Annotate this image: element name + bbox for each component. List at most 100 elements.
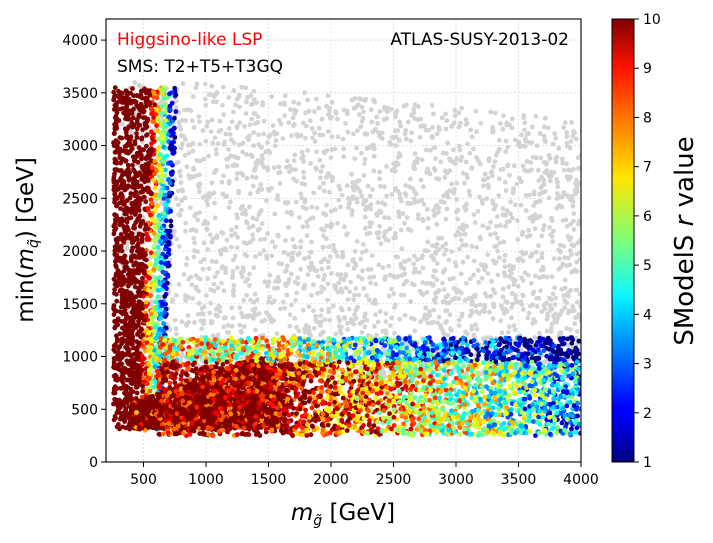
grey-point (449, 249, 454, 255)
grey-point (464, 280, 469, 286)
grey-point (538, 288, 543, 294)
grey-point (286, 120, 292, 126)
grey-point (438, 159, 444, 165)
grey-point (433, 290, 438, 296)
grey-point (310, 135, 315, 141)
grey-point (325, 171, 331, 177)
grey-point (317, 132, 323, 138)
data-point (132, 155, 138, 160)
grey-point (550, 291, 556, 297)
grey-point (362, 156, 368, 162)
data-point (156, 221, 162, 227)
grey-point (183, 228, 188, 234)
data-point (139, 135, 145, 141)
grey-point (430, 319, 436, 325)
grey-point (405, 119, 411, 125)
grey-point (315, 274, 321, 279)
grey-point (428, 253, 434, 259)
grey-point (336, 315, 341, 320)
data-point (120, 424, 125, 430)
grey-point (177, 124, 182, 129)
grey-point (296, 101, 302, 106)
grey-point (415, 216, 421, 221)
grey-point (459, 154, 465, 160)
grey-point (377, 133, 382, 139)
grey-point (329, 134, 335, 140)
data-point (144, 340, 150, 345)
grey-point (440, 244, 445, 250)
grey-point (559, 308, 565, 314)
data-point (129, 200, 135, 206)
data-point (111, 131, 117, 136)
grey-point (201, 257, 207, 262)
grey-point (251, 97, 257, 102)
grey-point (457, 147, 463, 153)
grey-point (473, 108, 479, 114)
grey-point (505, 144, 511, 150)
grey-point (254, 216, 260, 222)
grey-point (510, 215, 515, 221)
grey-point (247, 283, 252, 288)
grey-point (458, 271, 464, 277)
data-point (111, 187, 117, 193)
grey-point (540, 227, 546, 233)
grey-point (191, 235, 197, 241)
grey-point (249, 174, 255, 180)
grey-point (573, 287, 579, 293)
data-point (130, 86, 135, 91)
grey-point (571, 227, 577, 232)
grey-point (314, 96, 319, 102)
grey-point (412, 116, 418, 121)
grey-point (244, 220, 250, 226)
grey-point (245, 314, 251, 320)
grey-point (412, 328, 418, 334)
grey-point (267, 294, 272, 300)
grey-point (392, 231, 398, 236)
grey-point (199, 311, 205, 317)
grey-point (336, 323, 342, 329)
grey-point (301, 175, 307, 180)
grey-point (351, 194, 356, 200)
data-point (137, 304, 143, 309)
grey-point (193, 173, 199, 179)
grey-point (393, 114, 398, 120)
grey-point (377, 183, 383, 189)
grey-point (516, 139, 522, 145)
data-point (124, 297, 130, 303)
grey-point (294, 131, 300, 137)
data-point (122, 390, 128, 396)
grey-point (352, 96, 358, 101)
data-point (124, 234, 130, 239)
grey-point (386, 263, 392, 269)
data-point (111, 417, 117, 423)
data-point (122, 307, 128, 313)
grey-point (532, 212, 538, 218)
grey-point (411, 316, 417, 322)
grey-point (538, 185, 544, 191)
grey-point (216, 303, 222, 309)
grey-point (329, 270, 334, 276)
grey-point (462, 231, 468, 237)
grey-point (210, 140, 216, 146)
grey-point (247, 191, 253, 197)
grey-point (495, 272, 501, 278)
grey-point (522, 120, 528, 126)
data-point (127, 141, 133, 147)
data-point (111, 347, 117, 353)
data-point (150, 119, 156, 124)
grey-point (574, 259, 579, 265)
grey-point (220, 191, 226, 197)
grey-point (409, 112, 415, 118)
grey-point (316, 105, 322, 111)
grey-point (420, 265, 426, 271)
grey-point (220, 84, 226, 90)
data-point (126, 96, 132, 102)
grey-point (183, 118, 189, 124)
grey-point (293, 297, 298, 303)
grey-point (450, 159, 456, 165)
data-point (150, 283, 156, 289)
grey-point (456, 288, 461, 294)
grey-point (362, 314, 367, 320)
grey-point (484, 196, 489, 202)
data-point (152, 324, 158, 330)
